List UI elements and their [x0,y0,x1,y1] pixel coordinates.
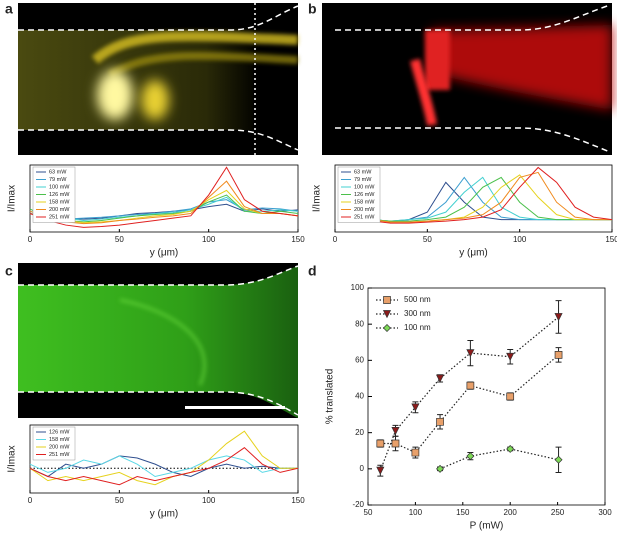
legend-label: 200 mW [49,207,70,213]
marker [436,464,445,473]
x-tick-label: 150 [291,496,305,505]
x-tick-label: 50 [423,235,432,244]
y-tick-label: 60 [355,355,364,364]
legend-label: 158 mW [354,199,375,205]
series-line [29,455,298,478]
legend-label: 200 mW [49,444,70,450]
marker [391,427,400,436]
y-tick-label: -20 [352,500,364,509]
panel-label: c [5,263,13,279]
legend-label: 126 mW [49,192,70,198]
marker [411,403,420,412]
marker [411,448,420,457]
y-axis-label: I/Imax [312,185,323,212]
x-tick-label: 50 [115,496,124,505]
x-axis-label: y (μm) [459,248,488,259]
legend-marker [382,310,392,319]
plot-area [367,287,606,506]
legend-label: 100 mW [49,184,70,190]
y-axis-label: I/Imax [7,185,18,212]
legend-marker [383,296,391,304]
marker [466,452,475,461]
image-c [18,263,299,418]
x-tick-label: 100 [513,235,527,244]
x-tick-label: 0 [28,235,33,244]
x-tick-label: 100 [409,508,423,517]
marker [466,381,475,390]
legend-label: 79 mW [49,177,67,183]
legend-label: 500 nm [404,295,431,304]
marker [376,439,385,448]
panel-label: b [308,1,317,17]
series-line [353,166,613,224]
x-tick-label: 150 [456,508,470,517]
legend-label: 158 mW [49,437,70,443]
x-tick-label: 150 [291,235,305,244]
y-tick-label: 80 [355,319,364,328]
x-tick-label: 0 [333,235,338,244]
panel-label: a [5,1,13,17]
x-tick-label: 50 [115,235,124,244]
legend-label: 200 mW [354,207,375,213]
x-tick-label: 50 [364,508,373,517]
marker [554,351,563,359]
y-axis-label: I/Imax [7,445,18,472]
series-line [353,171,612,223]
legend-label: 251 mW [49,452,70,458]
marker [554,313,563,322]
series-line [29,447,299,486]
x-tick-label: 300 [598,508,612,517]
y-axis-label: % translated [325,369,336,425]
marker [376,466,385,475]
legend-label: 158 mW [49,199,70,205]
x-tick-label: 200 [504,508,518,517]
legend-label: 63 mW [354,169,372,175]
legend-label: 251 mW [49,214,70,220]
image-b [322,3,612,155]
marker [436,417,444,426]
marker [466,349,475,358]
series-line [353,176,612,222]
marker [391,439,400,448]
x-tick-label: 100 [202,496,216,505]
panel-label: d [308,263,317,279]
series-line [29,180,299,225]
legend-label: 251 mW [354,214,375,220]
marker [506,444,515,453]
legend-label: 126 mW [354,192,375,198]
x-tick-label: 250 [551,508,565,517]
x-tick-label: 0 [28,496,33,505]
series-line [29,166,299,228]
legend-marker [383,324,391,332]
y-tick-label: 20 [355,428,364,437]
marker [554,455,563,464]
series-line [439,448,559,470]
legend-label: 100 mW [354,184,375,190]
marker [435,374,445,383]
series-line [29,455,298,478]
image-a [18,3,299,155]
legend-label: 63 mW [49,169,67,175]
x-tick-label: 150 [605,235,617,244]
marker [506,392,515,401]
x-tick-label: 100 [202,235,216,244]
x-axis-label: y (μm) [150,509,179,520]
y-tick-label: 100 [351,283,365,292]
y-tick-label: 0 [360,464,365,473]
legend-label: 126 mW [49,429,70,435]
legend-label: 100 nm [404,323,431,332]
legend-label: 79 mW [354,177,372,183]
marker [506,352,515,361]
y-tick-label: 40 [355,392,364,401]
legend-label: 300 nm [404,309,431,318]
x-axis-label: P (mW) [470,521,504,532]
x-axis-label: y (μm) [150,248,179,259]
